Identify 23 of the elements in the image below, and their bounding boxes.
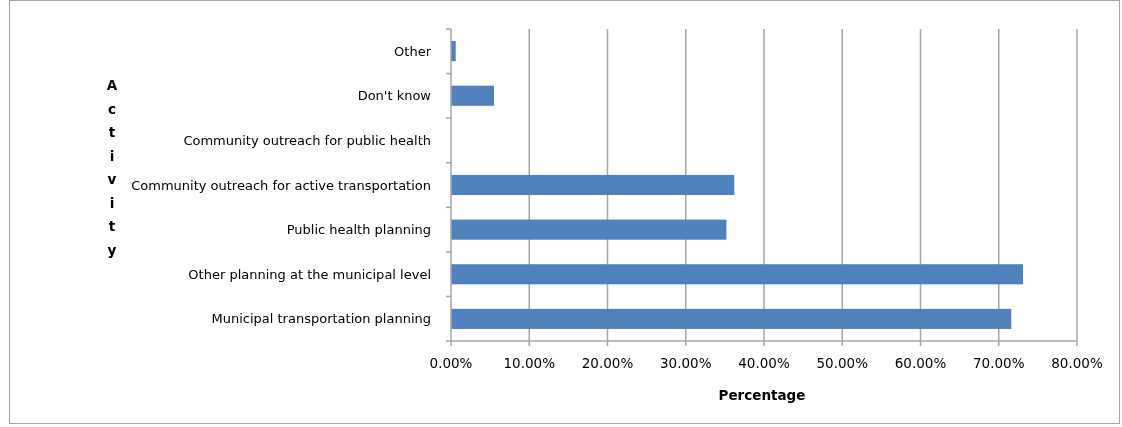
bar <box>451 219 727 240</box>
bar <box>451 308 1012 329</box>
y-tick-label: Other <box>394 43 432 59</box>
y-tick-label: Don't know <box>357 88 432 104</box>
y-tick-label: Community outreach for active transportation <box>131 177 431 193</box>
bar <box>451 264 1024 285</box>
y-tick-label: Community outreach for public health <box>183 132 431 148</box>
x-tick-label: 30.00% <box>660 355 712 371</box>
x-tick-label: 60.00% <box>894 355 947 371</box>
x-tick-label: 20.00% <box>581 355 634 371</box>
x-tick-label: 0.00% <box>429 355 473 371</box>
x-tick-label: 80.00% <box>1051 355 1103 371</box>
x-tick-label: 70.00% <box>973 355 1025 371</box>
bar <box>451 85 495 106</box>
x-tick-label: 50.00% <box>816 355 869 371</box>
y-tick-label: Other planning at the municipal level <box>188 266 431 282</box>
y-axis-title: Activity <box>106 77 118 258</box>
bar <box>451 174 735 196</box>
y-tick-label: Municipal transportation planning <box>211 311 431 327</box>
y-tick-label: Public health planning <box>286 222 431 238</box>
x-axis-title: Percentage <box>718 387 806 403</box>
x-tick-label: 10.00% <box>503 355 556 371</box>
x-tick-label: 40.00% <box>738 355 790 371</box>
